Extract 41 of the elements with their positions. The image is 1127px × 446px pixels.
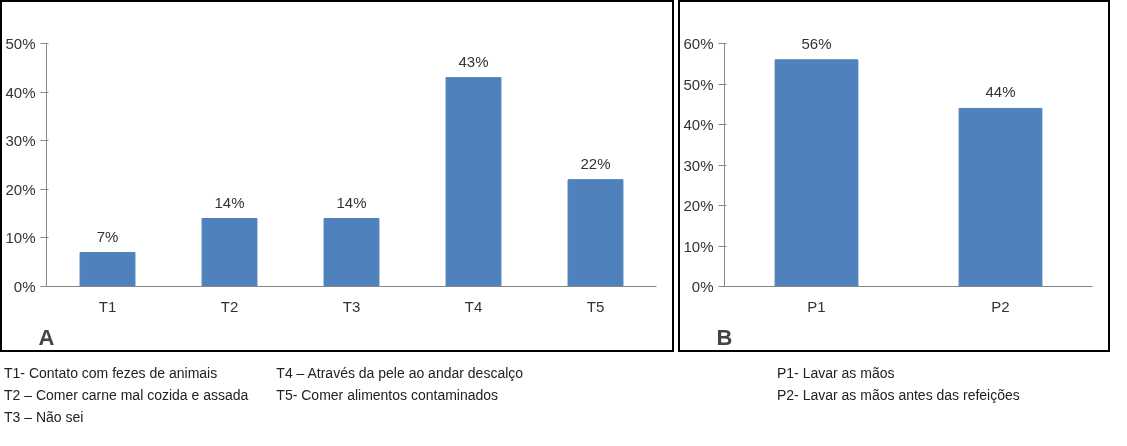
bar (567, 179, 624, 287)
y-tick-label: 40% (5, 83, 36, 101)
text: T4 – Através da pele ao andar descalço (276, 364, 524, 383)
data-label: 7% (96, 227, 119, 245)
x-tick-label: T2 (220, 297, 239, 315)
y-tick-label: 10% (5, 229, 36, 247)
y-tick-label: 30% (683, 156, 714, 174)
y-tick-label: 0% (691, 278, 714, 295)
y-tick-label: 40% (683, 116, 714, 134)
data-label: 14% (336, 193, 367, 211)
x-tick-label: T3 (342, 297, 361, 315)
text: P1- Lavar as mãos (777, 364, 896, 383)
y-tick-label: 20% (5, 180, 36, 198)
data-label: 14% (214, 193, 245, 211)
y-tick-label: 50% (5, 35, 36, 53)
bar (79, 252, 136, 287)
text: T3 – Não sei (4, 408, 85, 427)
x-tick-label: T4 (464, 297, 483, 315)
text: T1- Contato com fezes de animais (4, 364, 219, 383)
y-tick-label: 50% (683, 75, 714, 93)
y-tick-label: 60% (683, 35, 714, 53)
text: A (38, 324, 55, 350)
data-label: 44% (985, 83, 1016, 101)
bar (201, 218, 258, 287)
y-tick-label: 10% (683, 237, 714, 255)
text: P2- Lavar as mãos antes das refeições (777, 386, 1020, 405)
x-tick-label: P2 (991, 297, 1010, 315)
data-label: 56% (801, 34, 832, 52)
bar (445, 77, 502, 287)
text: B (716, 324, 733, 350)
x-tick-label: T5 (586, 297, 605, 315)
data-label: 22% (580, 154, 611, 172)
text: T2 – Comer carne mal cozida e assada (4, 386, 249, 405)
x-tick-label: T1 (98, 297, 117, 315)
x-tick-label: P1 (807, 297, 826, 315)
text: T5- Comer alimentos contaminados (276, 386, 500, 405)
bar (323, 218, 380, 287)
data-label: 43% (458, 52, 489, 70)
y-tick-label: 20% (683, 197, 714, 215)
y-tick-label: 0% (13, 278, 36, 295)
y-tick-label: 30% (5, 132, 36, 150)
